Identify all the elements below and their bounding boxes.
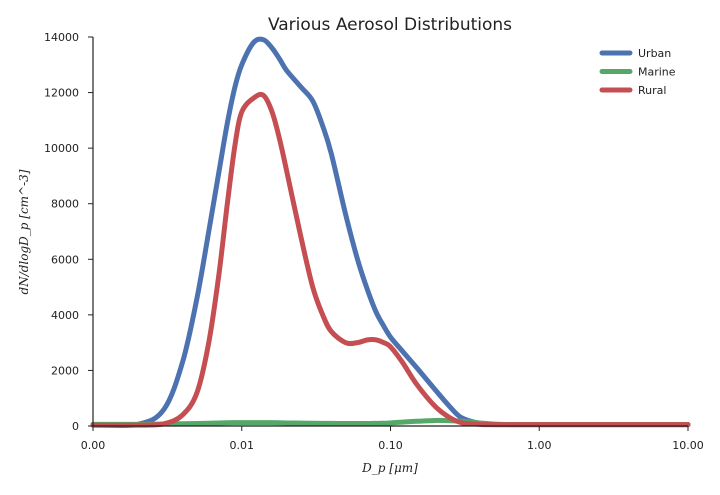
x-axis-label: D_p [μm] xyxy=(361,461,418,475)
y-tick-label: 4000 xyxy=(51,309,79,322)
x-tick-label: 1.00 xyxy=(527,439,552,452)
series-line-urban xyxy=(90,36,691,429)
x-tick-label: 10.00 xyxy=(672,439,704,452)
y-tick-label: 14000 xyxy=(44,31,79,44)
legend-label-rural: Rural xyxy=(638,84,666,97)
y-tick-label: 6000 xyxy=(51,253,79,266)
x-tick-label: 0.00 xyxy=(81,439,106,452)
legend-label-urban: Urban xyxy=(638,47,671,60)
y-tick-label: 12000 xyxy=(44,87,79,100)
axes-layer: 0 2000 4000 6000 8000 10000 12000 14000 0.00 0.01… xyxy=(44,31,704,452)
y-tick-label: 2000 xyxy=(51,364,79,377)
y-tick-label: 0 xyxy=(72,420,79,433)
series-layer xyxy=(90,36,691,429)
series-line-rural xyxy=(90,91,691,428)
chart-title: Various Aerosol Distributions xyxy=(268,15,512,35)
legend: Urban Marine Rural xyxy=(599,47,676,97)
legend-label-marine: Marine xyxy=(638,66,676,79)
y-tick-label: 8000 xyxy=(51,198,79,211)
x-tick-label: 0.01 xyxy=(230,439,255,452)
x-tick-label: 0.10 xyxy=(378,439,403,452)
y-axis-label: dN/dlogD_p [cm^-3] xyxy=(17,169,31,294)
y-tick-label: 10000 xyxy=(44,142,79,155)
